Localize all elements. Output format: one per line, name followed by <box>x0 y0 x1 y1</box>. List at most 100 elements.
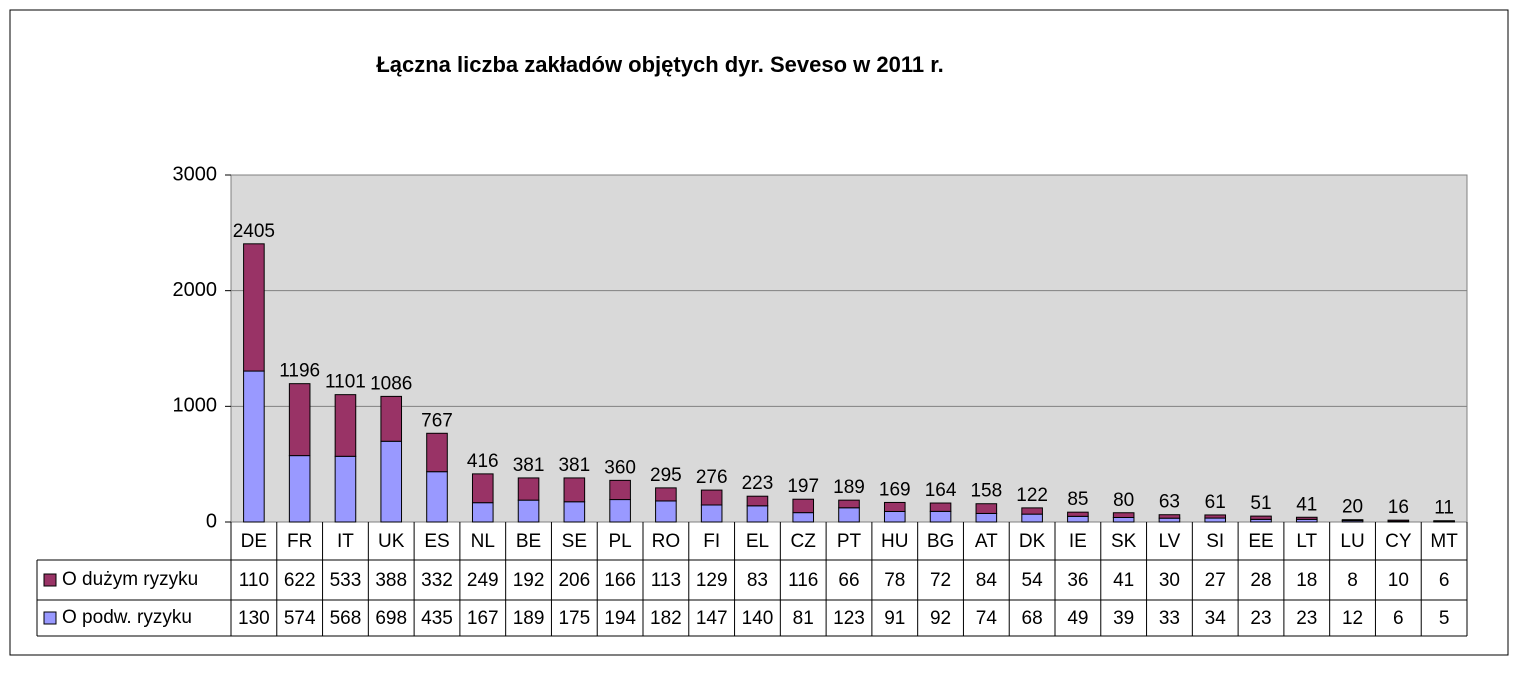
x-tick-label: FI <box>703 531 720 552</box>
bar-segment <box>655 500 677 523</box>
x-tick-label: LU <box>1340 531 1364 552</box>
table-value: 83 <box>747 570 768 591</box>
bar-segment <box>563 477 586 503</box>
bar-segment <box>838 499 860 509</box>
bar-segment <box>1067 511 1089 517</box>
table-value: 622 <box>284 570 316 591</box>
x-tick-label: DE <box>241 531 267 552</box>
table-value: 5 <box>1439 608 1450 629</box>
total-label: 80 <box>1113 490 1134 511</box>
bar-segment <box>517 499 540 523</box>
total-label: 51 <box>1250 493 1271 514</box>
bar-segment <box>1021 513 1043 523</box>
x-tick-label: EL <box>746 531 769 552</box>
x-tick-label: CZ <box>791 531 817 552</box>
table-value: 140 <box>742 608 774 629</box>
table-value: 574 <box>284 608 316 629</box>
bar-segment <box>929 510 952 523</box>
bar-segment <box>1295 516 1318 520</box>
total-label: 295 <box>650 465 682 486</box>
bar-segment <box>1250 515 1272 520</box>
x-tick-label: EE <box>1248 531 1273 552</box>
table-value: 123 <box>833 608 865 629</box>
bar-segment <box>975 503 998 514</box>
bar-segment <box>838 507 860 523</box>
table-value: 23 <box>1250 608 1271 629</box>
chart-title: Łączna liczba zakładów objętych dyr. Sev… <box>376 52 943 77</box>
bar-segment <box>746 505 769 523</box>
total-label: 169 <box>879 479 911 500</box>
bar-segment <box>1387 519 1410 522</box>
table-value: 147 <box>696 608 728 629</box>
x-tick-label: AT <box>975 531 998 552</box>
table-value: 182 <box>650 608 682 629</box>
legend-swatch <box>43 573 57 587</box>
total-label: 11 <box>1434 498 1454 519</box>
bar-segment <box>334 394 357 457</box>
x-tick-label: PT <box>837 531 862 552</box>
table-value: 568 <box>330 608 362 629</box>
total-label: 416 <box>467 451 499 472</box>
x-tick-label: SK <box>1111 531 1137 552</box>
y-tick-label: 3000 <box>173 163 218 185</box>
x-tick-label: BG <box>927 531 954 552</box>
total-label: 381 <box>558 455 590 476</box>
x-tick-label: SE <box>562 531 587 552</box>
total-label: 1196 <box>279 361 320 382</box>
x-tick-label: LV <box>1159 531 1181 552</box>
table-value: 34 <box>1205 608 1227 629</box>
bar-segment <box>1158 514 1181 519</box>
bar-segment <box>334 455 357 523</box>
bar-segment <box>1204 517 1227 523</box>
bar-segment <box>975 512 998 523</box>
x-tick-label: DK <box>1019 531 1046 552</box>
bar-segment <box>1067 515 1089 523</box>
table-value: 8 <box>1347 570 1358 591</box>
bar-segment <box>471 502 494 523</box>
total-label: 360 <box>604 457 636 478</box>
bar-segment <box>380 395 403 442</box>
x-tick-label: UK <box>378 531 405 552</box>
bar-segment <box>288 455 311 523</box>
table-value: 12 <box>1342 608 1363 629</box>
total-label: 158 <box>970 481 1002 502</box>
table-value: 33 <box>1159 608 1180 629</box>
x-tick-label: HU <box>881 531 908 552</box>
y-tick-label: 1000 <box>173 395 218 417</box>
table-value: 175 <box>558 608 590 629</box>
table-value: 129 <box>696 570 728 591</box>
bar-segment <box>471 473 494 504</box>
table-value: 167 <box>467 608 499 629</box>
y-tick-label: 2000 <box>173 279 218 301</box>
table-value: 110 <box>239 570 269 591</box>
bar-segment <box>700 489 723 506</box>
bar-segment <box>426 471 448 523</box>
bar-segment <box>883 510 906 523</box>
bar-segment <box>1112 512 1135 518</box>
x-tick-label: IE <box>1069 531 1087 552</box>
x-tick-label: IT <box>337 531 354 552</box>
legend-swatch <box>43 611 57 625</box>
bar-segment <box>609 479 631 501</box>
table-value: 6 <box>1393 608 1404 629</box>
total-label: 189 <box>833 477 865 498</box>
total-label: 1101 <box>325 372 366 393</box>
total-label: 20 <box>1342 497 1363 518</box>
bar-segment <box>243 243 265 372</box>
table-value: 27 <box>1205 570 1226 591</box>
bar-segment <box>1112 516 1135 523</box>
x-tick-label: ES <box>424 531 449 552</box>
total-label: 197 <box>787 476 819 497</box>
x-tick-label: MT <box>1430 531 1458 552</box>
bar-segment <box>563 501 586 523</box>
legend-label: O dużym ryzyku <box>62 569 198 590</box>
total-label: 16 <box>1388 497 1409 518</box>
total-label: 41 <box>1296 494 1317 515</box>
table-value: 66 <box>838 570 859 591</box>
table-value: 78 <box>884 570 905 591</box>
table-value: 23 <box>1296 608 1317 629</box>
bar-segment <box>243 370 265 523</box>
table-value: 74 <box>976 608 998 629</box>
total-label: 381 <box>513 455 545 476</box>
table-value: 388 <box>375 570 407 591</box>
